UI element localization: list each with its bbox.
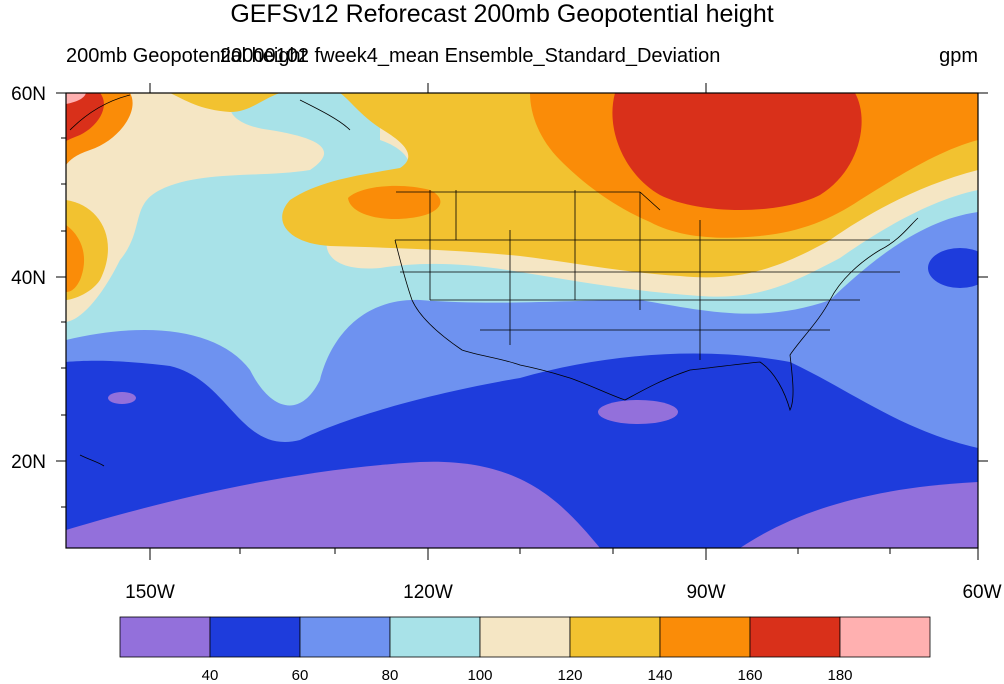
colorbar-tick-label: 120 — [557, 667, 582, 684]
colorbar-tick-label: 140 — [647, 667, 672, 684]
colorbar-swatch — [569, 616, 661, 658]
filled-contours — [66, 93, 978, 548]
contour-band-100-120 — [66, 93, 325, 322]
axis-ticks — [56, 83, 988, 560]
colorbar-swatch — [209, 616, 301, 658]
contour-band-160-180 — [612, 93, 862, 210]
lon-label-150w: 150W — [125, 582, 175, 603]
colorbar-swatch — [479, 616, 571, 658]
lat-label-60n: 60N — [11, 84, 46, 105]
contour-band-140-160 — [66, 225, 85, 292]
plot-frame — [65, 92, 979, 549]
colorbar-swatch — [839, 616, 931, 658]
units-label: gpm — [939, 45, 978, 67]
variable-subtitle: 200mb Geopotential height — [66, 45, 307, 67]
colorbar-tick-label: 40 — [202, 667, 219, 684]
contour-band-below-40 — [598, 400, 678, 424]
colorbar-swatch — [659, 616, 751, 658]
field-subtitle: 20000102 fweek4_mean Ensemble_Standard_D… — [220, 45, 721, 67]
contour-band-140-160 — [348, 185, 441, 220]
contour-band-below-40 — [740, 482, 978, 548]
colorbar-tick-label: 160 — [737, 667, 762, 684]
contour-band-120-140 — [170, 93, 280, 112]
map-title: GEFSv12 Reforecast 200mb Geopotential he… — [230, 0, 774, 28]
colorbar-swatch — [389, 616, 481, 658]
contour-band-below-40 — [108, 392, 136, 404]
contour-band-below-40 — [66, 461, 600, 548]
contour-band-40-60 — [928, 248, 978, 288]
lat-label-20n: 20N — [11, 452, 46, 473]
lat-label-40n: 40N — [11, 268, 46, 289]
colorbar-tick-label: 60 — [292, 667, 309, 684]
colorbar-tick-label: 80 — [382, 667, 399, 684]
colorbar-legend — [119, 616, 931, 658]
colorbar-tick-label: 100 — [467, 667, 492, 684]
contour-band-above-180 — [66, 93, 86, 104]
lon-label-120w: 120W — [403, 582, 453, 603]
colorbar-swatch — [119, 616, 211, 658]
coastlines — [69, 94, 919, 467]
colorbar-swatch — [299, 616, 391, 658]
lon-label-60w: 60W — [962, 582, 1001, 603]
colorbar-tick-label: 180 — [827, 667, 852, 684]
colorbar-swatch — [749, 616, 841, 658]
lon-label-90w: 90W — [686, 582, 725, 603]
